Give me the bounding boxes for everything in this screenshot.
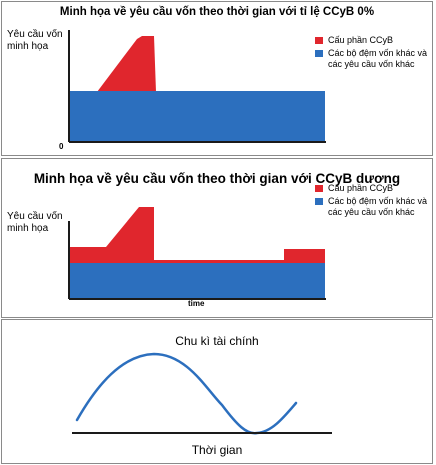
panel3-x-axis-label: Thời gian [191, 443, 243, 457]
panel2-ccyb-end-step [284, 249, 325, 263]
panel1-ccyb-area [97, 36, 156, 92]
panel-ccyb-positive: Minh họa về yêu cầu vốn theo thời gian v… [1, 158, 433, 318]
legend-swatch-red [315, 37, 323, 44]
legend-item-ccyb: Cấu phần CCyB [315, 183, 433, 194]
legend-label: Các bộ đệm vốn khác và các yêu cầu vốn k… [328, 196, 428, 217]
panel2-title: Minh họa về yêu cầu vốn theo thời gian v… [33, 171, 401, 186]
legend-swatch-red [315, 185, 323, 192]
panel2-diagram [68, 207, 326, 300]
legend-label: Cấu phần CCyB [328, 183, 394, 193]
panel2-other-buffers-area [70, 263, 325, 298]
legend-item-other-buffers: Các bộ đệm vốn khác và các yêu cầu vốn k… [315, 48, 433, 70]
panel3-cycle-curve [75, 352, 298, 435]
panel3-title: Chu kì tài chính [175, 334, 259, 348]
legend-label: Các bộ đệm vốn khác và các yêu cầu vốn k… [328, 48, 428, 69]
panel2-legend: Cấu phần CCyB Các bộ đệm vốn khác và các… [315, 183, 433, 220]
panel1-y-axis-label: Yêu cầu vốn minh họa [7, 29, 63, 52]
legend-item-ccyb: Cấu phần CCyB [315, 35, 433, 46]
panel1-legend: Cấu phần CCyB Các bộ đệm vốn khác và các… [315, 35, 433, 72]
panel2-ccyb-flat [154, 260, 284, 263]
panel2-x-axis-label: time [188, 299, 205, 308]
legend-item-other-buffers: Các bộ đệm vốn khác và các yêu cầu vốn k… [315, 196, 433, 218]
panel2-ccyb-area [70, 207, 154, 263]
legend-label: Cấu phần CCyB [328, 35, 394, 45]
panel-financial-cycle: Chu kì tài chính Thời gian [1, 319, 433, 464]
panel-ccyb-zero: Minh họa về yêu cầu vốn theo thời gian v… [1, 1, 433, 156]
legend-swatch-blue [315, 198, 323, 205]
panel1-other-buffers-area [70, 91, 325, 141]
panel1-diagram [68, 30, 326, 143]
panel2-y-axis-label: Yêu cầu vốn minh họa [7, 211, 63, 234]
panel3-diagram [72, 352, 332, 435]
legend-swatch-blue [315, 50, 323, 57]
panel1-origin-label: 0 [59, 142, 64, 151]
panel1-title: Minh họa về yêu cầu vốn theo thời gian v… [59, 6, 375, 18]
